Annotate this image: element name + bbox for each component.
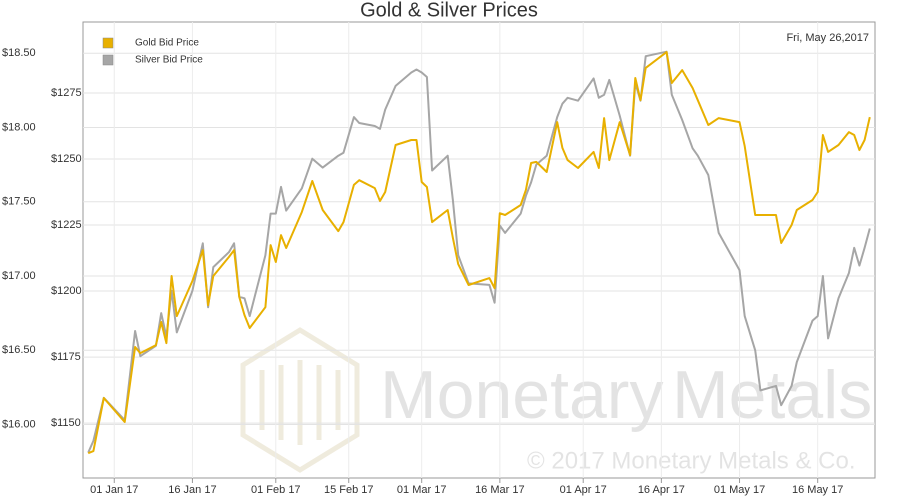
y-tick-label: $17.00 bbox=[2, 270, 36, 282]
x-tick-label: 01 Feb 17 bbox=[251, 484, 301, 496]
x-tick-label: 16 Jan 17 bbox=[168, 484, 216, 496]
x-tick-label: 01 May 17 bbox=[714, 484, 765, 496]
chart-title: Gold & Silver Prices bbox=[360, 0, 538, 21]
x-tick-label: 01 Apr 17 bbox=[560, 484, 607, 496]
y2-tick-label: $1150 bbox=[51, 417, 81, 429]
watermark-text: Monetary bbox=[380, 357, 663, 433]
y-tick-label: $18.50 bbox=[2, 47, 36, 59]
x-tick-label: 16 May 17 bbox=[792, 484, 843, 496]
x-tick-label: 16 Apr 17 bbox=[638, 484, 685, 496]
y-tick-label: $17.50 bbox=[2, 196, 36, 208]
x-tick-label: 16 Mar 17 bbox=[475, 484, 525, 496]
legend: Gold Bid Price Silver Bid Price bbox=[102, 37, 203, 66]
legend-swatch bbox=[102, 54, 114, 66]
y-tick-label: $18.00 bbox=[2, 121, 36, 133]
x-tick-label: 01 Mar 17 bbox=[397, 484, 447, 496]
plot-area bbox=[82, 21, 876, 479]
y2-tick-label: $1200 bbox=[51, 285, 82, 297]
series-line bbox=[87, 50, 871, 454]
y-tick-label: $16.50 bbox=[2, 344, 36, 356]
y2-tick-label: $1175 bbox=[51, 351, 81, 363]
y2-tick-label: $1250 bbox=[51, 153, 82, 165]
legend-swatch bbox=[102, 37, 114, 49]
y-tick-label: $16.00 bbox=[2, 418, 36, 430]
watermark-text: © 2017 Monetary Metals & Co. bbox=[527, 447, 856, 474]
x-tick-label: 15 Feb 17 bbox=[324, 484, 374, 496]
legend-label: Silver Bid Price bbox=[135, 55, 203, 66]
watermark-text: Metals bbox=[672, 357, 872, 433]
x-tick-label: 01 Jan 17 bbox=[90, 484, 138, 496]
y2-tick-label: $1225 bbox=[51, 219, 82, 231]
y2-tick-label: $1275 bbox=[51, 87, 82, 99]
date-annotation: Fri, May 26,2017 bbox=[786, 32, 869, 44]
watermark: Monetary Metals © 2017 Monetary Metals & C… bbox=[240, 327, 872, 474]
series-line bbox=[87, 51, 871, 455]
legend-label: Gold Bid Price bbox=[135, 38, 199, 49]
